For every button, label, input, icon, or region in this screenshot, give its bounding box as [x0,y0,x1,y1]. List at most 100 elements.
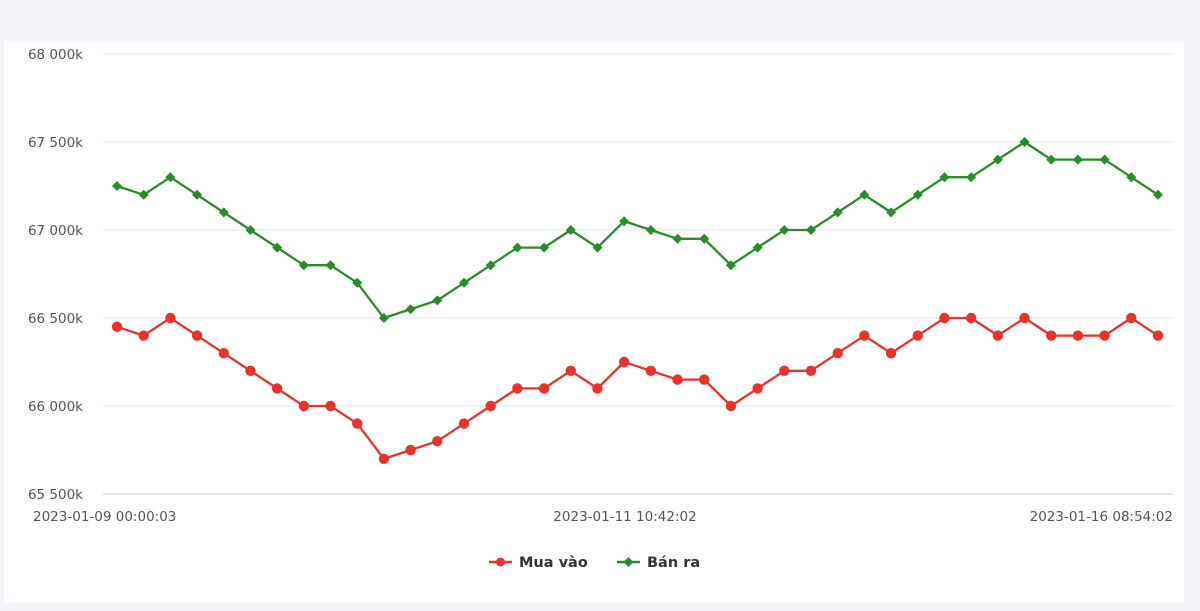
data-point[interactable] [405,304,416,315]
data-point[interactable] [165,312,176,324]
data-point[interactable] [939,172,950,183]
series-line [116,140,1159,320]
data-point[interactable] [245,225,256,235]
data-point[interactable] [325,260,336,271]
data-point[interactable] [645,225,656,235]
data-point[interactable] [538,383,550,394]
data-point[interactable] [539,242,550,253]
data-point[interactable] [378,453,390,464]
data-point[interactable] [298,260,309,271]
data-point[interactable] [779,225,790,235]
data-point[interactable] [459,277,469,288]
data-point[interactable] [1019,137,1030,147]
data-point[interactable] [272,242,283,253]
data-point[interactable] [565,365,576,376]
x-tick-label: 2023-01-11 10:42:02 [553,509,696,525]
data-point[interactable] [806,225,816,235]
data-point[interactable] [1126,172,1137,183]
legend: Mua vào Bán ra [489,555,700,571]
y-tick-label: 67 000k [28,223,83,239]
data-point[interactable] [752,383,763,394]
series-line [116,316,1159,460]
data-point[interactable] [592,383,603,394]
legend-item-mua-vao[interactable]: Mua vào [489,555,588,571]
data-point[interactable] [111,321,123,332]
data-point[interactable] [885,348,897,359]
data-point[interactable] [432,295,443,306]
data-point[interactable] [832,207,843,218]
data-point[interactable] [352,277,363,288]
data-point[interactable] [645,365,657,376]
y-tick-label: 68 000k [28,47,83,63]
data-point[interactable] [271,383,283,394]
data-point[interactable] [378,313,389,323]
data-point[interactable] [1019,312,1030,324]
data-point[interactable] [512,242,523,253]
series-mua-vao [111,312,1164,464]
data-point[interactable] [112,181,122,191]
data-point[interactable] [619,216,630,227]
legend-swatch-marker-ban-ra [623,557,634,567]
data-point[interactable] [1072,330,1084,341]
legend-label-ban-ra: Bán ra [647,555,700,571]
data-point[interactable] [805,365,817,376]
x-tick-labels: 2023-01-09 00:00:03 2023-01-11 10:42:02 20… [33,509,1173,525]
data-point[interactable] [165,172,176,183]
data-point[interactable] [138,189,149,200]
data-point[interactable] [1046,330,1057,341]
chart-card [4,41,1184,603]
data-point[interactable] [325,400,336,412]
data-point[interactable] [432,436,443,447]
data-point[interactable] [1072,154,1083,165]
data-point[interactable] [725,400,737,412]
data-point[interactable] [859,189,870,200]
y-tick-label: 67 500k [28,135,83,151]
data-point[interactable] [485,400,496,412]
data-point[interactable] [779,365,790,376]
data-point[interactable] [512,383,523,394]
data-point[interactable] [352,418,363,429]
data-point[interactable] [992,154,1003,165]
data-point[interactable] [965,312,977,324]
data-point[interactable] [939,312,950,324]
data-point[interactable] [672,374,683,385]
y-tick-labels: 68 000k 67 500k 67 000k 66 500k 66 000k 65 50… [28,47,83,503]
data-point[interactable] [1099,330,1110,341]
data-point[interactable] [138,330,149,341]
data-point[interactable] [886,207,897,218]
data-point[interactable] [192,189,203,200]
y-tick-label: 66 000k [28,399,83,415]
data-point[interactable] [458,418,470,429]
data-point[interactable] [191,330,203,341]
data-point[interactable] [245,365,256,376]
data-point[interactable] [1126,312,1137,324]
data-point[interactable] [672,233,683,244]
y-tick-label: 66 500k [28,311,83,327]
data-point[interactable] [592,242,603,253]
data-point[interactable] [966,172,977,183]
data-point[interactable] [859,330,870,341]
data-point[interactable] [912,189,923,200]
data-point[interactable] [832,348,843,359]
data-point[interactable] [725,260,736,271]
data-point[interactable] [1152,330,1164,341]
data-point[interactable] [1099,154,1110,165]
data-point[interactable] [699,374,710,385]
data-point[interactable] [699,233,710,244]
data-point[interactable] [992,330,1004,341]
data-point[interactable] [298,400,310,412]
data-point[interactable] [752,242,763,253]
data-point[interactable] [1046,154,1057,165]
data-point[interactable] [618,356,630,368]
legend-item-ban-ra[interactable]: Bán ra [617,555,700,571]
data-point[interactable] [218,348,229,359]
data-point[interactable] [565,225,576,235]
data-point[interactable] [218,207,229,218]
data-point[interactable] [912,330,923,341]
grid-lines [103,53,1173,407]
data-point[interactable] [485,260,496,271]
x-tick-label: 2023-01-09 00:00:03 [33,509,176,525]
data-point[interactable] [1153,189,1163,200]
data-point[interactable] [405,444,416,456]
